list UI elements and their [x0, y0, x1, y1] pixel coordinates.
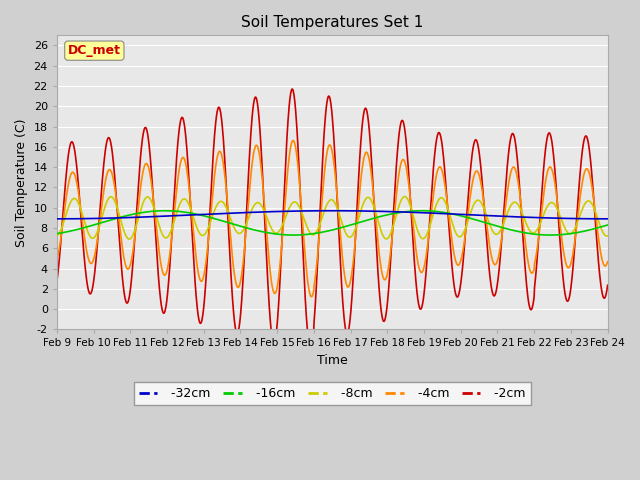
Text: DC_met: DC_met — [68, 44, 121, 57]
Legend:  -32cm,  -16cm,  -8cm,  -4cm,  -2cm: -32cm, -16cm, -8cm, -4cm, -2cm — [134, 383, 531, 406]
Title: Soil Temperatures Set 1: Soil Temperatures Set 1 — [241, 15, 424, 30]
X-axis label: Time: Time — [317, 354, 348, 367]
Y-axis label: Soil Temperature (C): Soil Temperature (C) — [15, 118, 28, 247]
